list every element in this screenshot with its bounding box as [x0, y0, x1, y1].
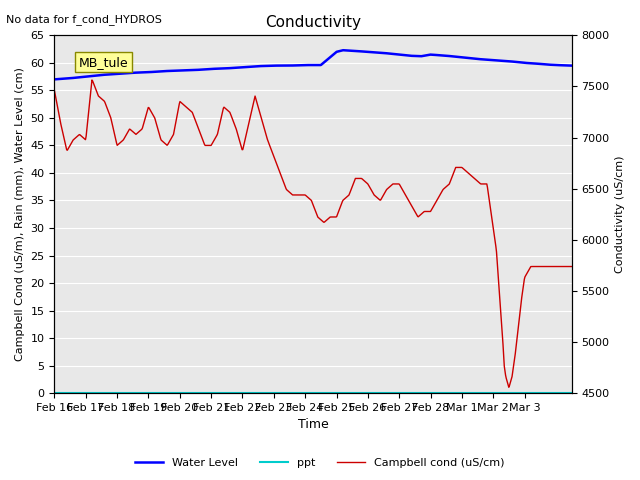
- Legend: Water Level, ppt, Campbell cond (uS/cm): Water Level, ppt, Campbell cond (uS/cm): [131, 453, 509, 472]
- ppt: [380, 390, 388, 396]
- ppt: [568, 390, 575, 396]
- Campbell cond (uS/cm): [381, 191, 388, 196]
- Line: Campbell cond (uS/cm): Campbell cond (uS/cm): [54, 80, 572, 387]
- Water Level: [83, 74, 90, 80]
- Campbell cond (uS/cm): [505, 384, 513, 390]
- ppt: [51, 390, 58, 396]
- ppt: [496, 390, 504, 396]
- Text: MB_tule: MB_tule: [79, 56, 129, 69]
- Campbell cond (uS/cm): [51, 87, 58, 93]
- Water Level: [497, 58, 504, 63]
- ppt: [365, 390, 372, 396]
- Y-axis label: Campbell Cond (uS/m), Rain (mm), Water Level (cm): Campbell Cond (uS/m), Rain (mm), Water L…: [15, 67, 25, 361]
- Water Level: [568, 63, 575, 69]
- Water Level: [339, 48, 347, 53]
- X-axis label: Time: Time: [298, 419, 328, 432]
- Campbell cond (uS/cm): [568, 264, 575, 269]
- Campbell cond (uS/cm): [444, 183, 451, 189]
- Line: Water Level: Water Level: [54, 50, 572, 79]
- ppt: [351, 390, 358, 396]
- Water Level: [51, 76, 58, 82]
- Water Level: [381, 50, 388, 56]
- Title: Conductivity: Conductivity: [265, 15, 361, 30]
- Campbell cond (uS/cm): [351, 176, 359, 181]
- Water Level: [351, 48, 359, 54]
- Campbell cond (uS/cm): [497, 304, 504, 310]
- Water Level: [365, 49, 373, 55]
- Campbell cond (uS/cm): [88, 77, 96, 83]
- Y-axis label: Conductivity (uS/cm): Conductivity (uS/cm): [615, 156, 625, 273]
- ppt: [83, 390, 90, 396]
- Water Level: [444, 53, 451, 59]
- Campbell cond (uS/cm): [83, 133, 90, 139]
- Text: No data for f_cond_HYDROS: No data for f_cond_HYDROS: [6, 14, 163, 25]
- ppt: [443, 390, 451, 396]
- Campbell cond (uS/cm): [365, 183, 373, 189]
